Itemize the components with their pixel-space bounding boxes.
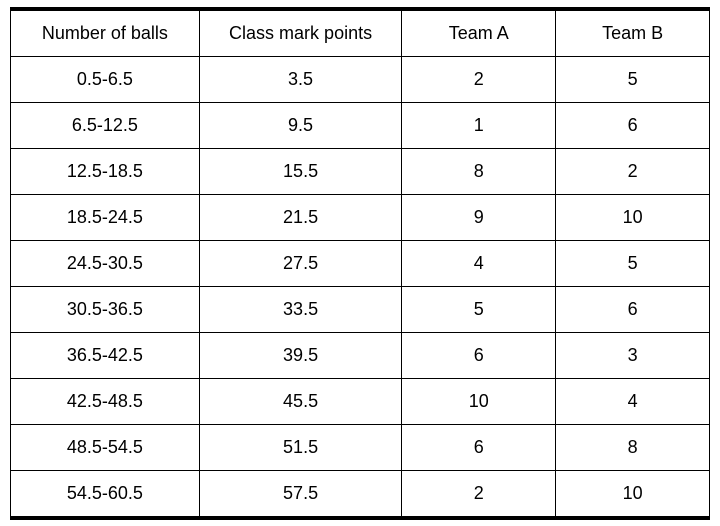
table-row: 6.5-12.5 9.5 1 6 bbox=[11, 102, 710, 148]
cell-balls: 48.5-54.5 bbox=[11, 424, 200, 470]
cell-classmark: 9.5 bbox=[199, 102, 402, 148]
table-row: 18.5-24.5 21.5 9 10 bbox=[11, 194, 710, 240]
cell-balls: 42.5-48.5 bbox=[11, 378, 200, 424]
header-class-mark-points: Class mark points bbox=[199, 10, 402, 56]
cell-balls: 54.5-60.5 bbox=[11, 470, 200, 516]
cell-team-b: 10 bbox=[556, 194, 710, 240]
cell-team-b: 5 bbox=[556, 240, 710, 286]
table-body: 0.5-6.5 3.5 2 5 6.5-12.5 9.5 1 6 12.5-18… bbox=[11, 56, 710, 516]
header-team-b: Team B bbox=[556, 10, 710, 56]
cell-team-a: 10 bbox=[402, 378, 556, 424]
cell-classmark: 15.5 bbox=[199, 148, 402, 194]
table-row: 54.5-60.5 57.5 2 10 bbox=[11, 470, 710, 516]
table-row: 24.5-30.5 27.5 4 5 bbox=[11, 240, 710, 286]
table-row: 30.5-36.5 33.5 5 6 bbox=[11, 286, 710, 332]
cell-team-a: 6 bbox=[402, 332, 556, 378]
cell-team-a: 1 bbox=[402, 102, 556, 148]
header-number-of-balls: Number of balls bbox=[11, 10, 200, 56]
cell-team-b: 6 bbox=[556, 102, 710, 148]
cell-team-b: 2 bbox=[556, 148, 710, 194]
cell-team-b: 5 bbox=[556, 56, 710, 102]
cell-team-b: 10 bbox=[556, 470, 710, 516]
cell-balls: 0.5-6.5 bbox=[11, 56, 200, 102]
cell-balls: 18.5-24.5 bbox=[11, 194, 200, 240]
cell-classmark: 27.5 bbox=[199, 240, 402, 286]
table-row: 42.5-48.5 45.5 10 4 bbox=[11, 378, 710, 424]
cell-team-a: 4 bbox=[402, 240, 556, 286]
cell-balls: 24.5-30.5 bbox=[11, 240, 200, 286]
cell-team-b: 8 bbox=[556, 424, 710, 470]
cell-classmark: 3.5 bbox=[199, 56, 402, 102]
cell-team-b: 4 bbox=[556, 378, 710, 424]
header-team-a: Team A bbox=[402, 10, 556, 56]
data-table: Number of balls Class mark points Team A… bbox=[10, 10, 710, 517]
cell-balls: 6.5-12.5 bbox=[11, 102, 200, 148]
cell-balls: 36.5-42.5 bbox=[11, 332, 200, 378]
cell-balls: 12.5-18.5 bbox=[11, 148, 200, 194]
cell-team-a: 9 bbox=[402, 194, 556, 240]
cell-classmark: 45.5 bbox=[199, 378, 402, 424]
table-row: 0.5-6.5 3.5 2 5 bbox=[11, 56, 710, 102]
table-header-row: Number of balls Class mark points Team A… bbox=[11, 10, 710, 56]
table-row: 48.5-54.5 51.5 6 8 bbox=[11, 424, 710, 470]
cell-team-b: 3 bbox=[556, 332, 710, 378]
cell-team-a: 6 bbox=[402, 424, 556, 470]
cell-classmark: 33.5 bbox=[199, 286, 402, 332]
cell-team-a: 2 bbox=[402, 470, 556, 516]
cell-team-a: 2 bbox=[402, 56, 556, 102]
cell-team-a: 8 bbox=[402, 148, 556, 194]
cell-classmark: 21.5 bbox=[199, 194, 402, 240]
cell-classmark: 57.5 bbox=[199, 470, 402, 516]
data-table-container: Number of balls Class mark points Team A… bbox=[10, 7, 710, 520]
cell-classmark: 39.5 bbox=[199, 332, 402, 378]
cell-team-b: 6 bbox=[556, 286, 710, 332]
table-row: 36.5-42.5 39.5 6 3 bbox=[11, 332, 710, 378]
cell-classmark: 51.5 bbox=[199, 424, 402, 470]
cell-balls: 30.5-36.5 bbox=[11, 286, 200, 332]
cell-team-a: 5 bbox=[402, 286, 556, 332]
table-row: 12.5-18.5 15.5 8 2 bbox=[11, 148, 710, 194]
